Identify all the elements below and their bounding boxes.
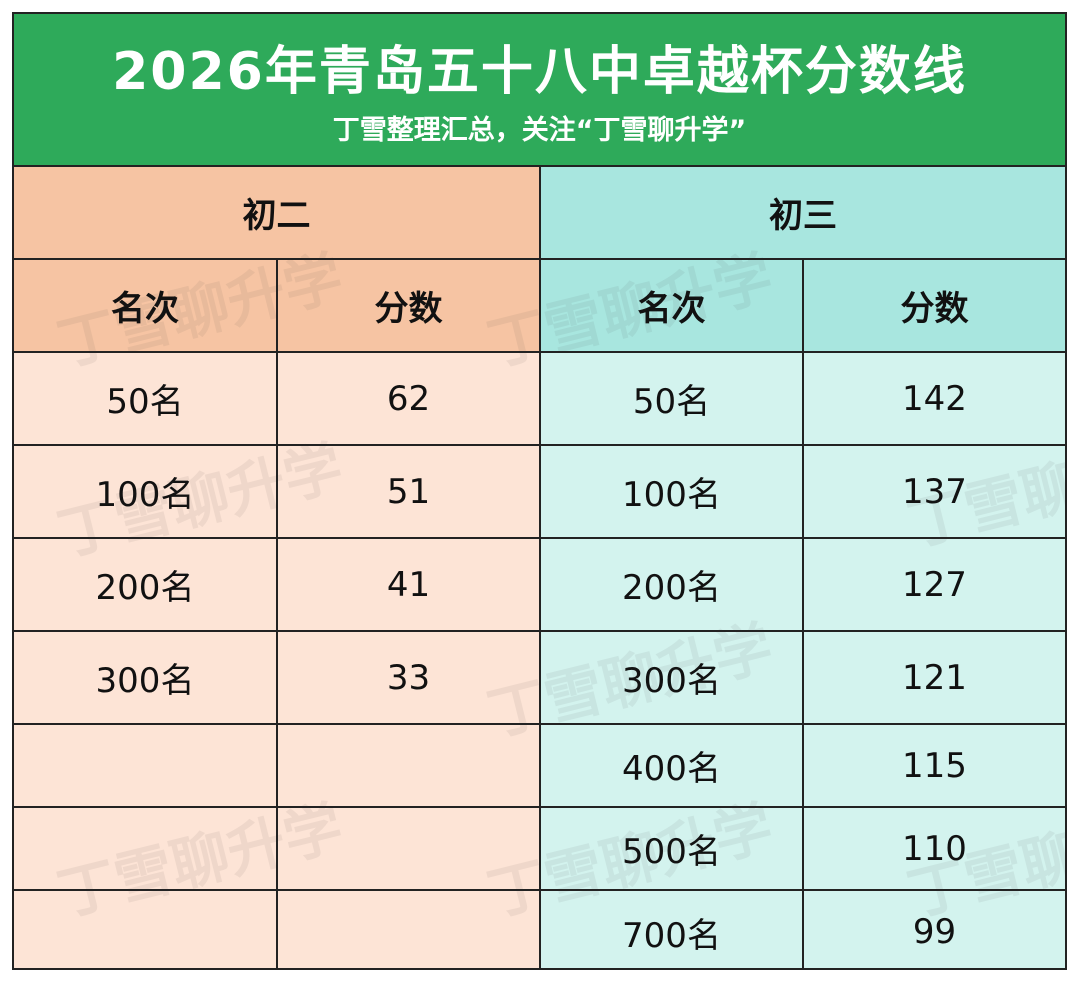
grade3-rank-cell: 400名 xyxy=(539,723,804,808)
grade3-header: 初三 xyxy=(539,167,1065,260)
grade2-rank-cell xyxy=(14,889,278,968)
table-row: 700名 99 xyxy=(14,889,1065,968)
grade3-score-cell: 142 xyxy=(802,351,1065,446)
grade2-rank-cell: 300名 xyxy=(14,630,278,725)
score-table: 初二 初三 名次 分数 名次 分数 50名 62 50名 142 100名 51… xyxy=(14,167,1065,968)
grade3-rank-cell: 100名 xyxy=(539,444,804,539)
grade2-rank-cell xyxy=(14,723,278,808)
grade2-score-cell: 51 xyxy=(276,444,541,539)
column-header-row: 名次 分数 名次 分数 xyxy=(14,258,1065,353)
grade2-score-cell: 33 xyxy=(276,630,541,725)
grade3-score-cell: 99 xyxy=(802,889,1065,968)
grade2-rank-cell: 100名 xyxy=(14,444,278,539)
grade2-rank-cell: 50名 xyxy=(14,351,278,446)
table-row: 300名 33 300名 121 xyxy=(14,630,1065,725)
grade2-score-cell xyxy=(276,889,541,968)
table-row: 200名 41 200名 127 xyxy=(14,537,1065,632)
table-row: 100名 51 100名 137 xyxy=(14,444,1065,539)
grade3-score-cell: 110 xyxy=(802,806,1065,891)
grade3-score-cell: 121 xyxy=(802,630,1065,725)
grade3-score-cell: 127 xyxy=(802,537,1065,632)
grade3-rank-cell: 500名 xyxy=(539,806,804,891)
grade2-score-cell: 41 xyxy=(276,537,541,632)
grade3-score-header: 分数 xyxy=(802,258,1065,353)
table-row: 400名 115 xyxy=(14,723,1065,808)
grade2-score-cell xyxy=(276,806,541,891)
grade3-rank-cell: 300名 xyxy=(539,630,804,725)
page-subtitle: 丁雪整理汇总，关注“丁雪聊升学” xyxy=(332,115,747,146)
grade3-score-cell: 137 xyxy=(802,444,1065,539)
grade2-score-header: 分数 xyxy=(276,258,541,353)
group-header-row: 初二 初三 xyxy=(14,167,1065,260)
grade2-rank-cell: 200名 xyxy=(14,537,278,632)
title-banner: 2026年青岛五十八中卓越杯分数线 丁雪整理汇总，关注“丁雪聊升学” xyxy=(14,14,1065,167)
grade3-rank-cell: 50名 xyxy=(539,351,804,446)
grade3-rank-header: 名次 xyxy=(539,258,804,353)
grade2-rank-header: 名次 xyxy=(14,258,278,353)
table-row: 50名 62 50名 142 xyxy=(14,351,1065,446)
grade2-rank-cell xyxy=(14,806,278,891)
grade3-score-cell: 115 xyxy=(802,723,1065,808)
grade3-rank-cell: 700名 xyxy=(539,889,804,968)
grade2-header: 初二 xyxy=(14,167,541,260)
grade3-rank-cell: 200名 xyxy=(539,537,804,632)
grade2-score-cell: 62 xyxy=(276,351,541,446)
table-row: 500名 110 xyxy=(14,806,1065,891)
score-sheet: 2026年青岛五十八中卓越杯分数线 丁雪整理汇总，关注“丁雪聊升学” 初二 初三… xyxy=(12,12,1067,970)
page-title: 2026年青岛五十八中卓越杯分数线 xyxy=(112,42,967,102)
grade2-score-cell xyxy=(276,723,541,808)
